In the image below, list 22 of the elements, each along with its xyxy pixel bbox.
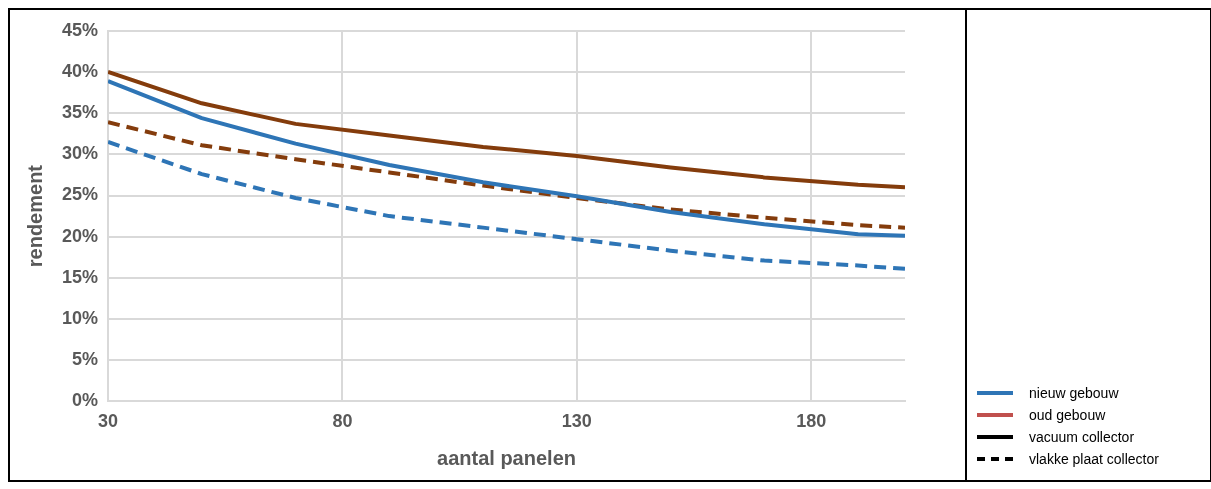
y-tick-label: 5% (72, 349, 99, 370)
x-tick-label: 80 (332, 411, 353, 432)
y-tick-label: 45% (62, 19, 99, 40)
text: vlakke plaat collector (1029, 451, 1159, 467)
line-series (108, 139, 905, 271)
y-tick-label: 25% (62, 184, 99, 205)
y-tick-label: 40% (62, 60, 99, 81)
text: vacuum collector (1029, 429, 1135, 445)
y-axis-title: rendement (23, 164, 46, 268)
y-tick-label: 15% (62, 266, 99, 287)
x-tick-label: 180 (796, 411, 827, 432)
text: oud gebouw (1029, 407, 1106, 423)
y-tick-label: 30% (62, 143, 99, 164)
y-tick-label: 20% (62, 225, 99, 246)
x-axis-title: aantal panelen (437, 446, 576, 469)
text: nieuw gebouw (1029, 385, 1119, 401)
x-tick-label: 130 (561, 411, 592, 432)
y-tick-label: 10% (62, 308, 99, 329)
y-tick-label: 35% (62, 102, 99, 123)
x-tick-label: 30 (98, 411, 119, 432)
line-series (108, 120, 905, 230)
y-tick-label: 0% (72, 390, 99, 411)
